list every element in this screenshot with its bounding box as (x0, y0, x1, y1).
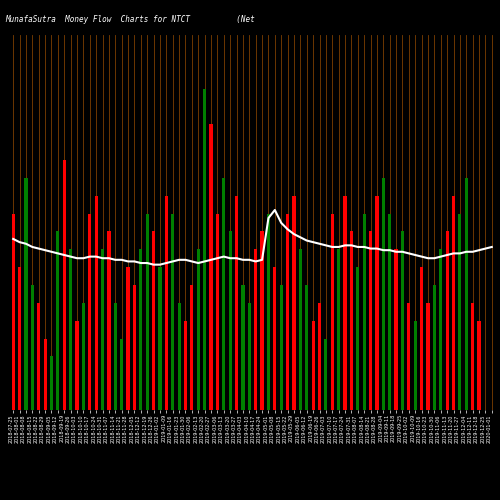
Bar (471, 303, 474, 410)
Bar (260, 232, 264, 410)
Bar (133, 285, 136, 410)
Bar (203, 88, 206, 410)
Bar (196, 250, 200, 410)
Bar (228, 232, 232, 410)
Bar (356, 267, 360, 410)
Bar (382, 178, 385, 410)
Bar (120, 338, 124, 410)
Bar (286, 214, 289, 410)
Bar (242, 285, 244, 410)
Bar (312, 320, 314, 410)
Bar (12, 214, 15, 410)
Bar (69, 250, 72, 410)
Bar (146, 214, 149, 410)
Bar (248, 303, 251, 410)
Bar (350, 232, 353, 410)
Bar (158, 267, 162, 410)
Bar (184, 320, 187, 410)
Text: MunafaSutra  Money Flow  Charts for NTCT          (Net                          : MunafaSutra Money Flow Charts for NTCT (… (5, 15, 500, 24)
Bar (420, 267, 423, 410)
Bar (394, 250, 398, 410)
Bar (152, 232, 155, 410)
Bar (362, 214, 366, 410)
Bar (299, 250, 302, 410)
Bar (337, 250, 340, 410)
Bar (446, 232, 448, 410)
Bar (30, 285, 34, 410)
Bar (267, 214, 270, 410)
Bar (478, 320, 480, 410)
Bar (426, 303, 430, 410)
Bar (56, 232, 59, 410)
Bar (408, 303, 410, 410)
Bar (330, 214, 334, 410)
Bar (165, 196, 168, 410)
Bar (24, 178, 28, 410)
Bar (292, 196, 296, 410)
Bar (50, 356, 53, 410)
Bar (254, 250, 258, 410)
Bar (401, 232, 404, 410)
Bar (439, 250, 442, 410)
Bar (178, 303, 180, 410)
Bar (452, 196, 455, 410)
Bar (190, 285, 194, 410)
Bar (37, 303, 40, 410)
Bar (139, 250, 142, 410)
Bar (44, 338, 46, 410)
Bar (94, 196, 98, 410)
Bar (210, 124, 212, 410)
Bar (324, 338, 328, 410)
Bar (126, 267, 130, 410)
Bar (216, 214, 219, 410)
Bar (235, 196, 238, 410)
Bar (101, 250, 104, 410)
Bar (458, 214, 462, 410)
Bar (318, 303, 321, 410)
Bar (82, 303, 85, 410)
Bar (414, 320, 417, 410)
Bar (433, 285, 436, 410)
Bar (369, 232, 372, 410)
Bar (280, 285, 283, 410)
Bar (376, 196, 378, 410)
Bar (62, 160, 66, 410)
Bar (171, 214, 174, 410)
Bar (344, 196, 346, 410)
Bar (273, 267, 276, 410)
Bar (114, 303, 117, 410)
Bar (464, 178, 468, 410)
Bar (18, 267, 21, 410)
Bar (76, 320, 78, 410)
Bar (388, 214, 392, 410)
Bar (222, 178, 226, 410)
Bar (305, 285, 308, 410)
Bar (108, 232, 110, 410)
Bar (88, 214, 92, 410)
